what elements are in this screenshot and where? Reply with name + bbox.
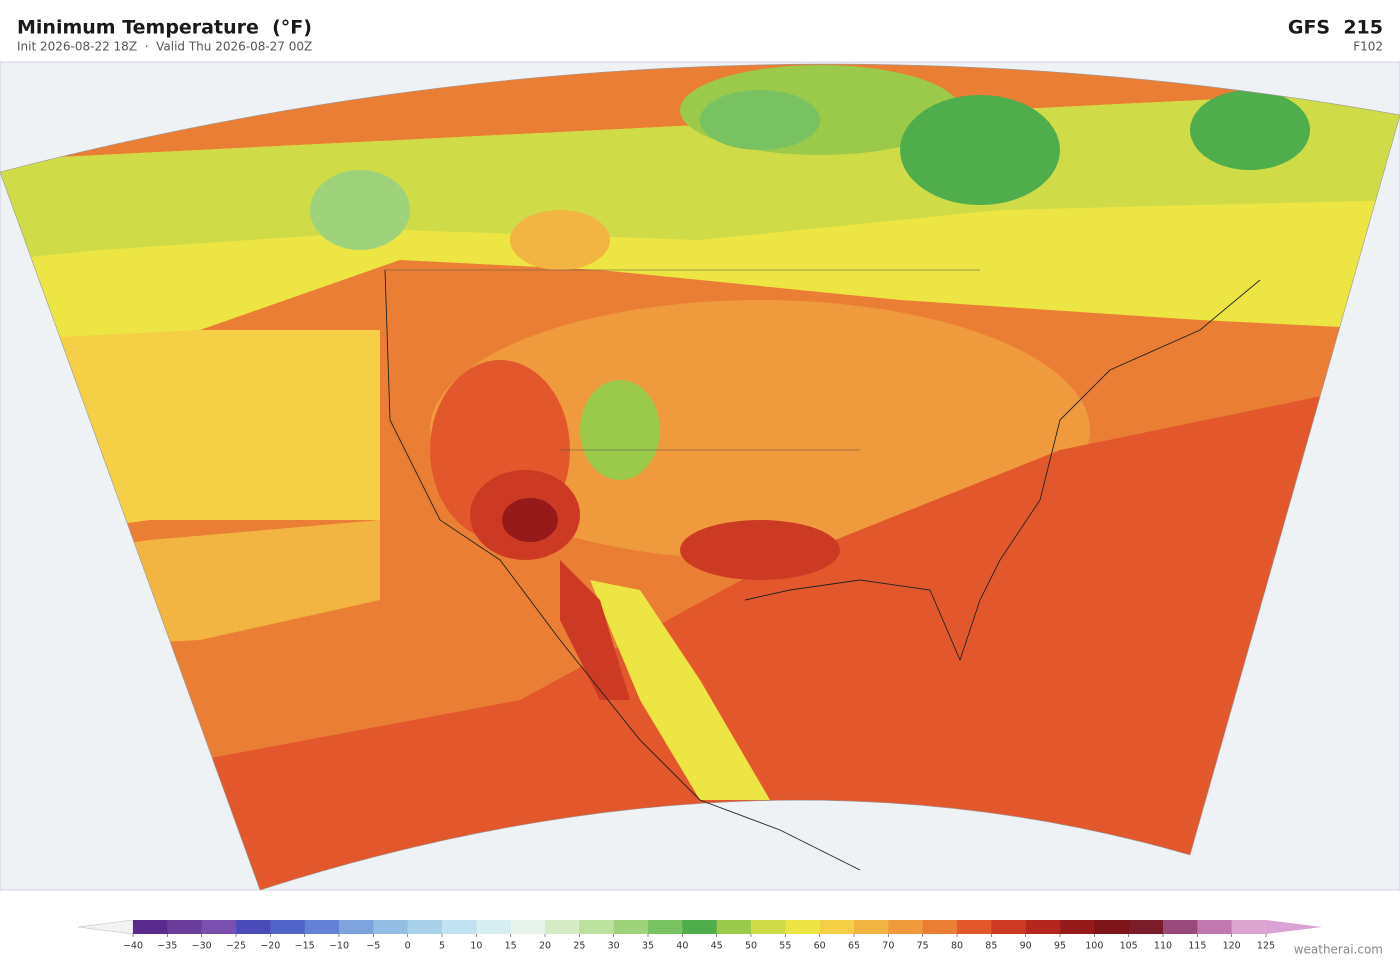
colorbar-bin bbox=[442, 920, 477, 934]
colorbar-bin bbox=[888, 920, 924, 934]
colorbar-over bbox=[1266, 920, 1322, 934]
colorbar-bin bbox=[682, 920, 718, 934]
colorbar-bin bbox=[545, 920, 580, 934]
colorbar-tick-label: −35 bbox=[157, 941, 177, 952]
colorbar-tick-label: 5 bbox=[439, 941, 445, 952]
colorbar-tick-label: 90 bbox=[1020, 941, 1032, 952]
colorbar-bin bbox=[648, 920, 683, 934]
colorbar-tick-label: 60 bbox=[814, 941, 826, 952]
colorbar-tick-label: −10 bbox=[329, 941, 349, 952]
subtitle: Init 2026-08-22 18Z · Valid Thu 2026-08-… bbox=[17, 40, 312, 54]
colorbar-bin bbox=[1231, 920, 1267, 934]
colorbar-bin bbox=[476, 920, 512, 934]
colorbar-bin bbox=[751, 920, 786, 934]
colorbar-bin bbox=[373, 920, 409, 934]
colorbar-under bbox=[77, 919, 134, 935]
colorbar-tick-label: 75 bbox=[917, 941, 929, 952]
colorbar-bin bbox=[957, 920, 992, 934]
model: GFS 215 bbox=[1288, 17, 1383, 39]
colorbar-bin bbox=[270, 920, 306, 934]
colorbar-tick-label: 85 bbox=[985, 941, 997, 952]
colorbar-tick-label: 30 bbox=[608, 941, 620, 952]
colorbar-tick-label: 95 bbox=[1054, 941, 1066, 952]
colorbar-bin bbox=[613, 920, 649, 934]
colorbar-tick-label: 110 bbox=[1154, 941, 1172, 952]
colorbar-bin bbox=[991, 920, 1027, 934]
colorbar-bin bbox=[716, 920, 752, 934]
colorbar-bin bbox=[1163, 920, 1198, 934]
colorbar-tick-label: 40 bbox=[676, 941, 688, 952]
colorbar-tick-label: 20 bbox=[539, 941, 551, 952]
colorbar-tick-label: −25 bbox=[226, 941, 246, 952]
colorbar-tick-label: 65 bbox=[848, 941, 860, 952]
colorbar-bin bbox=[201, 920, 237, 934]
title: Minimum Temperature (°F) bbox=[17, 17, 312, 39]
colorbar-tick-label: 0 bbox=[405, 941, 411, 952]
colorbar-tick-label: 100 bbox=[1085, 941, 1103, 952]
colorbar-bin bbox=[304, 920, 340, 934]
colorbar-tick-label: −20 bbox=[260, 941, 280, 952]
colorbar-bin bbox=[785, 920, 821, 934]
temperature-field bbox=[0, 64, 1400, 890]
forecast-hour: F102 bbox=[1353, 40, 1383, 54]
colorbar-bin bbox=[167, 920, 203, 934]
colorbar-bin bbox=[339, 920, 374, 934]
colorbar-tick-label: 50 bbox=[745, 941, 757, 952]
colorbar-bin bbox=[819, 920, 855, 934]
colorbar-bin bbox=[1197, 920, 1233, 934]
colorbar-tick-label: 70 bbox=[882, 941, 894, 952]
colorbar-tick-label: −5 bbox=[366, 941, 380, 952]
colorbar-bin bbox=[922, 920, 958, 934]
colorbar-tick-label: 45 bbox=[711, 941, 723, 952]
colorbar-tick-label: 125 bbox=[1257, 941, 1275, 952]
colorbar-bin bbox=[579, 920, 615, 934]
colorbar-tick-label: 120 bbox=[1223, 941, 1241, 952]
colorbar-tick-label: 25 bbox=[573, 941, 585, 952]
colorbar-tick-label: 55 bbox=[779, 941, 791, 952]
colorbar-bin bbox=[1094, 920, 1130, 934]
colorbar-tick-label: 15 bbox=[505, 941, 517, 952]
colorbar-tick-label: −15 bbox=[295, 941, 315, 952]
colorbar-tick-label: −40 bbox=[123, 941, 143, 952]
colorbar-tick-label: 80 bbox=[951, 941, 963, 952]
colorbar-tick-label: 35 bbox=[642, 941, 654, 952]
colorbar-bin bbox=[133, 920, 168, 934]
colorbar-tick-label: 115 bbox=[1188, 941, 1206, 952]
colorbar-bin bbox=[1060, 920, 1095, 934]
colorbar-tick-label: 105 bbox=[1120, 941, 1138, 952]
colorbar: −40 −35 −30 −25 −20 −15 −10 −5 0 5 10 15 20 25 30 35 40 4… bbox=[77, 919, 1322, 952]
map bbox=[0, 61, 1400, 891]
colorbar-bin bbox=[236, 920, 271, 934]
colorbar-bin bbox=[407, 920, 443, 934]
credit: weatherai.com bbox=[1294, 943, 1383, 957]
colorbar-bin bbox=[1128, 920, 1164, 934]
colorbar-bin bbox=[854, 920, 889, 934]
colorbar-bin bbox=[510, 920, 546, 934]
colorbar-tick-label: −30 bbox=[192, 941, 212, 952]
colorbar-bin bbox=[1025, 920, 1061, 934]
colorbar-tick-label: 10 bbox=[470, 941, 482, 952]
